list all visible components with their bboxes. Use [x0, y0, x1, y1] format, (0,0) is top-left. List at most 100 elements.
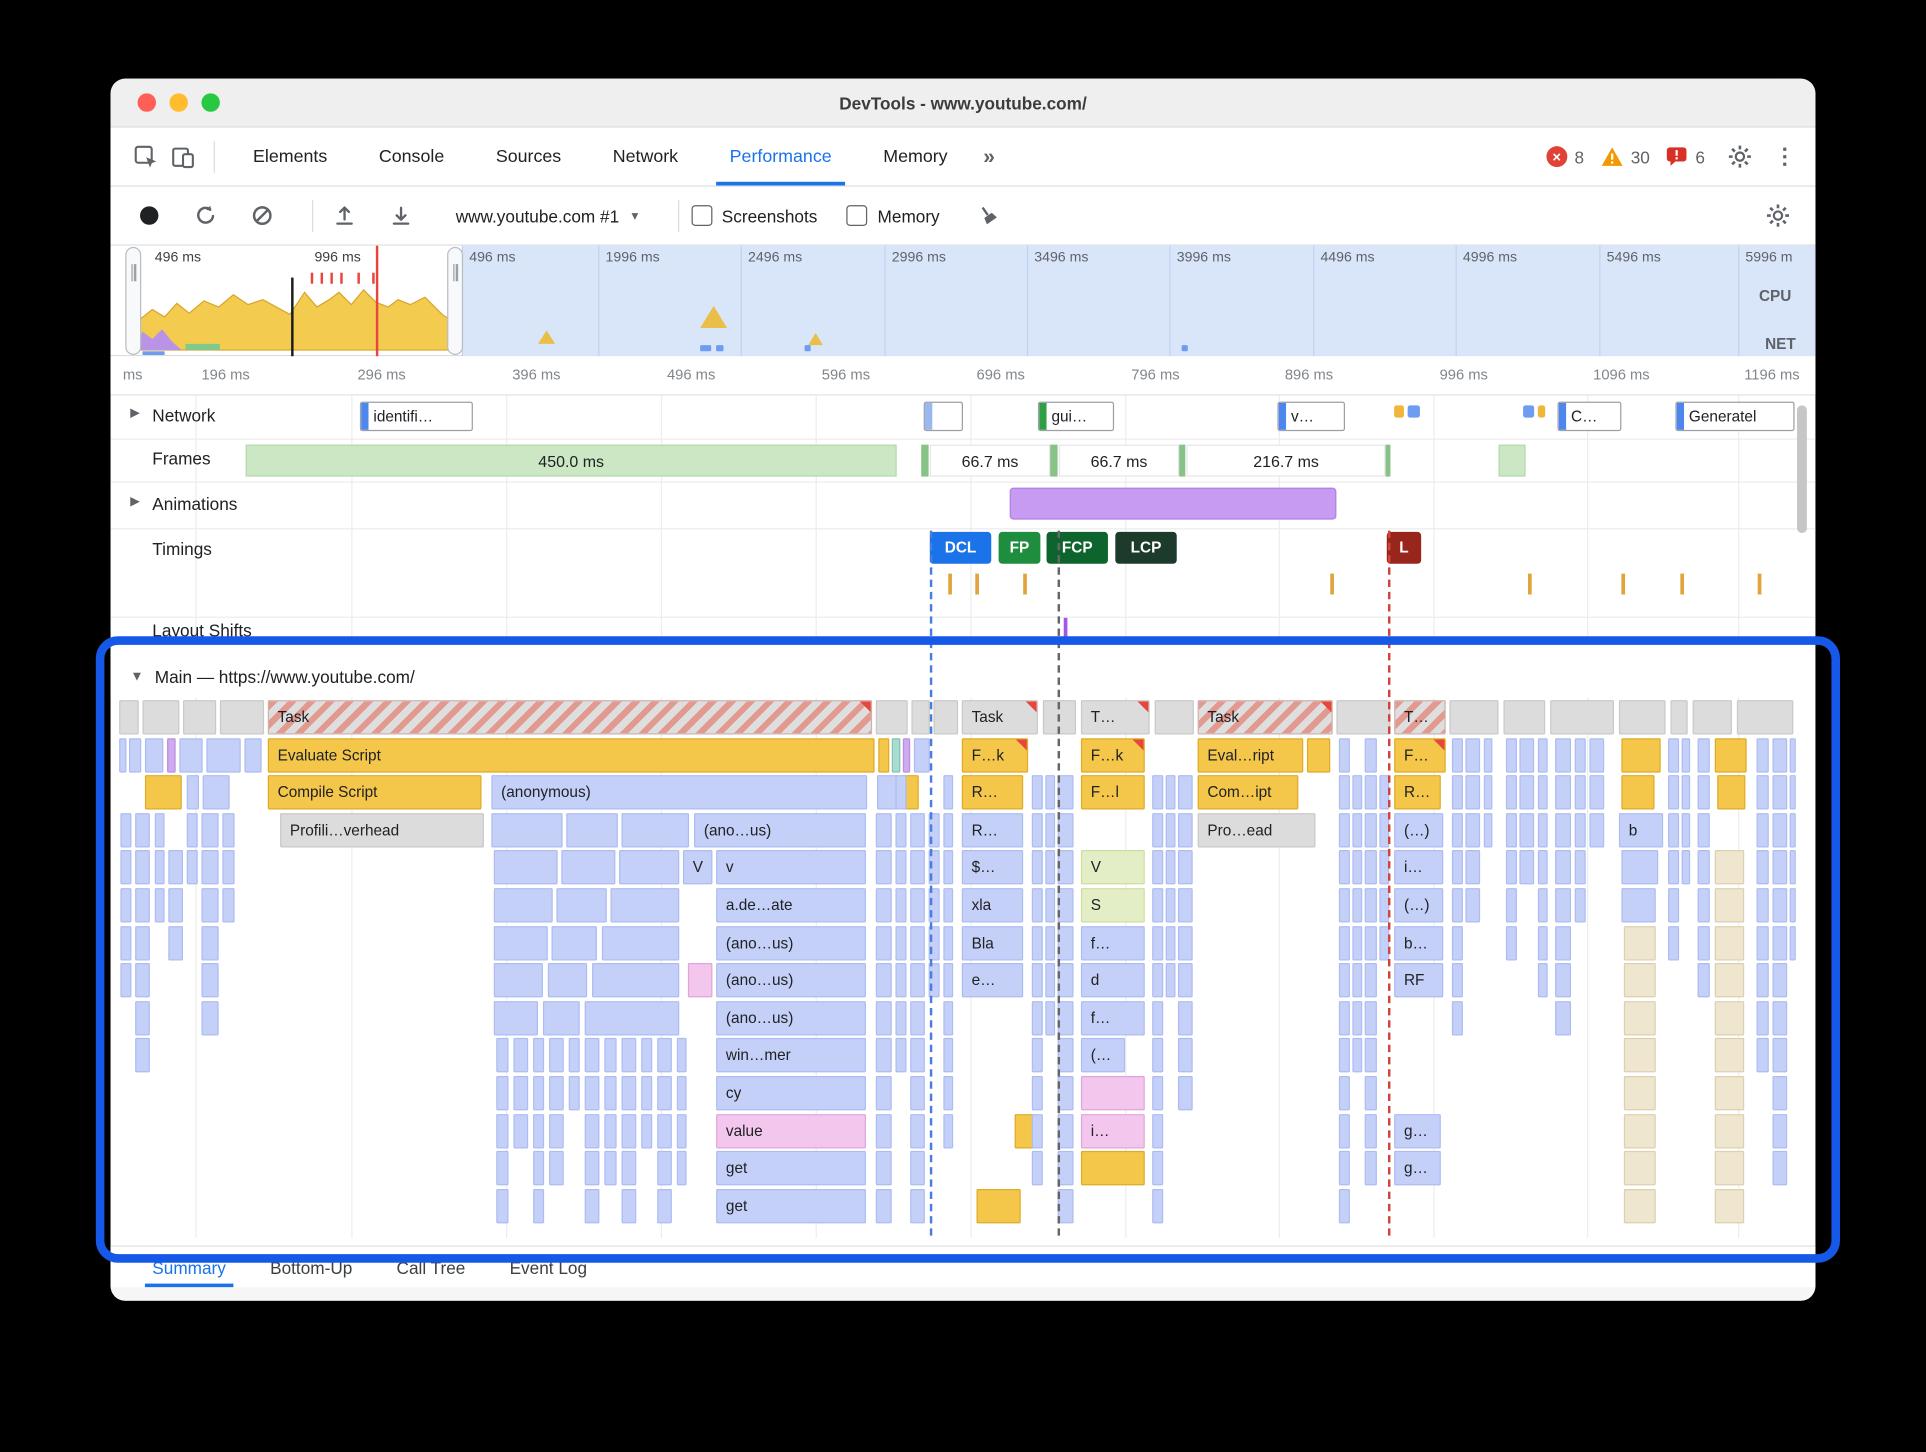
network-track-label[interactable]: Network: [152, 405, 216, 425]
flame-sliver[interactable]: [676, 1114, 687, 1149]
flame-sliver[interactable]: [1505, 738, 1517, 773]
flame-sliver[interactable]: [1772, 926, 1788, 961]
flame-sliver[interactable]: [1338, 813, 1350, 848]
flame-sliver[interactable]: [1451, 813, 1463, 848]
timing-marker-dcl[interactable]: DCL: [929, 531, 992, 564]
flame-bar[interactable]: Profili…verhead: [280, 813, 484, 848]
flame-sliver[interactable]: [1177, 1037, 1193, 1073]
flame-sliver[interactable]: [1555, 888, 1572, 923]
flame-sliver[interactable]: [1338, 775, 1350, 810]
bottom-tab-summary[interactable]: Summary: [130, 1247, 248, 1288]
flame-sliver[interactable]: [657, 1189, 672, 1224]
flame-sliver[interactable]: [1505, 849, 1517, 885]
tab-memory[interactable]: Memory: [883, 146, 948, 167]
flame-sliver[interactable]: [1756, 849, 1769, 885]
flame-sliver[interactable]: [943, 1114, 954, 1149]
screenshots-toggle[interactable]: Screenshots: [691, 205, 817, 227]
flame-sliver[interactable]: [1714, 926, 1745, 961]
flame-sliver[interactable]: [1714, 849, 1745, 885]
flame-sliver[interactable]: [1668, 775, 1680, 810]
flame-sliver[interactable]: [1364, 1001, 1377, 1036]
flame-sliver[interactable]: [1589, 738, 1605, 773]
flame-bar[interactable]: i…: [1080, 1114, 1145, 1149]
flame-sliver[interactable]: [154, 813, 165, 848]
flame-sliver[interactable]: [1772, 1150, 1788, 1186]
screenshots-checkbox[interactable]: [691, 205, 712, 227]
flame-sliver[interactable]: [895, 926, 907, 961]
frames-track-label[interactable]: Frames: [152, 448, 211, 468]
flame-sliver[interactable]: [1697, 738, 1710, 773]
flame-sliver[interactable]: [201, 926, 219, 961]
flame-sliver[interactable]: [875, 1001, 892, 1036]
flame-sliver[interactable]: [168, 849, 184, 885]
flame-bar[interactable]: b…: [1394, 926, 1444, 961]
flame-sliver[interactable]: [1352, 849, 1363, 885]
flame-bar[interactable]: R…: [961, 813, 1024, 848]
flame-sliver[interactable]: [1031, 1114, 1043, 1149]
overview-right-drag-handle[interactable]: [447, 246, 464, 355]
flame-sliver[interactable]: [875, 1114, 892, 1149]
flame-sliver[interactable]: [676, 1150, 687, 1186]
flame-sliver[interactable]: [496, 1150, 509, 1186]
flame-sliver[interactable]: [1152, 1114, 1164, 1149]
flame-sliver[interactable]: [1670, 700, 1688, 735]
flame-sliver[interactable]: [1772, 813, 1788, 848]
flame-sliver[interactable]: [1621, 849, 1659, 885]
flame-sliver[interactable]: [875, 1076, 892, 1111]
flame-sliver[interactable]: [875, 926, 892, 961]
record-button[interactable]: [130, 197, 167, 234]
flame-sliver[interactable]: [201, 1001, 219, 1036]
flame-sliver[interactable]: [1338, 962, 1350, 998]
flame-sliver[interactable]: [1031, 849, 1043, 885]
flame-sliver[interactable]: [1080, 1150, 1145, 1186]
flame-sliver[interactable]: [1165, 775, 1176, 810]
flame-bar[interactable]: Bla: [961, 926, 1024, 961]
flame-sliver[interactable]: [1177, 813, 1193, 848]
flame-sliver[interactable]: [542, 1001, 580, 1036]
flame-sliver[interactable]: [1623, 926, 1656, 961]
flame-sliver[interactable]: [601, 926, 680, 961]
flame-sliver[interactable]: [1364, 888, 1377, 923]
flame-sliver[interactable]: [895, 1001, 907, 1036]
flame-sliver[interactable]: [1697, 888, 1710, 923]
flame-sliver[interactable]: [1031, 926, 1043, 961]
flame-sliver[interactable]: [1364, 738, 1377, 773]
flame-sliver[interactable]: [878, 738, 890, 773]
flame-sliver[interactable]: [1177, 962, 1193, 998]
flame-sliver[interactable]: [1714, 1150, 1745, 1186]
bottom-tab-call-tree[interactable]: Call Tree: [396, 1257, 466, 1277]
flame-sliver[interactable]: [549, 1150, 564, 1186]
flame-sliver[interactable]: [1714, 1076, 1745, 1111]
flame-sliver[interactable]: [943, 926, 954, 961]
flame-sliver[interactable]: [1451, 926, 1463, 961]
flame-sliver[interactable]: [1045, 926, 1056, 961]
flame-sliver[interactable]: [1555, 813, 1572, 848]
flame-sliver[interactable]: [875, 849, 892, 885]
flame-bar[interactable]: (anonymous): [491, 775, 868, 810]
flame-sliver[interactable]: [1177, 1001, 1193, 1036]
flame-sliver[interactable]: [1338, 1076, 1350, 1111]
flame-sliver[interactable]: [1154, 700, 1194, 735]
animations-expander-icon[interactable]: ▶: [130, 495, 140, 509]
flame-sliver[interactable]: [1668, 888, 1680, 923]
flame-sliver[interactable]: [1352, 775, 1363, 810]
flame-sliver[interactable]: [1537, 888, 1548, 923]
flame-sliver[interactable]: [533, 1114, 545, 1149]
flame-bar[interactable]: R…: [961, 775, 1024, 810]
flame-sliver[interactable]: [657, 1114, 672, 1149]
layout-shifts-track-label[interactable]: Layout Shifts: [152, 620, 252, 640]
flame-sliver[interactable]: [533, 1037, 545, 1073]
flame-sliver[interactable]: [1177, 926, 1193, 961]
flame-sliver[interactable]: [1338, 849, 1350, 885]
flame-sliver[interactable]: [1045, 849, 1056, 885]
flame-sliver[interactable]: [1697, 849, 1710, 885]
timing-marker-l[interactable]: L: [1386, 531, 1422, 564]
flame-sliver[interactable]: [120, 849, 132, 885]
flame-sliver[interactable]: [513, 1076, 529, 1111]
history-select[interactable]: www.youtube.com #1 ▾: [456, 206, 639, 226]
flame-sliver[interactable]: [1756, 775, 1769, 810]
flame-sliver[interactable]: [1483, 775, 1493, 810]
flame-sliver[interactable]: [1756, 1037, 1769, 1073]
flame-sliver[interactable]: [910, 962, 925, 998]
flame-sliver[interactable]: [1789, 926, 1796, 961]
